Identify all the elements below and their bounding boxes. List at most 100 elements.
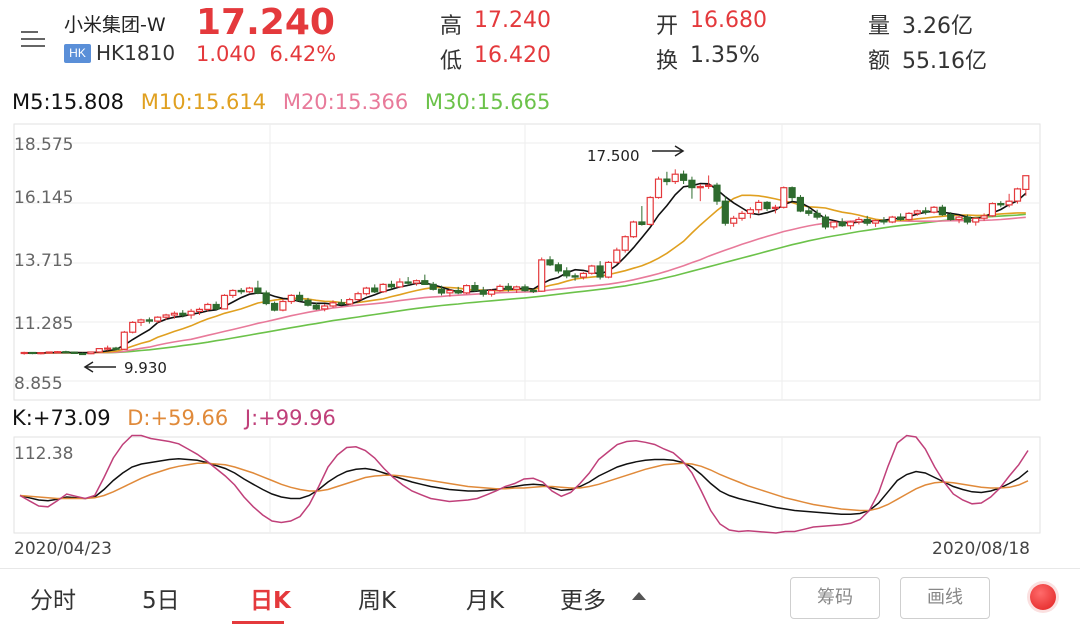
kdj-lines xyxy=(19,434,1029,534)
volume-label: 量 xyxy=(868,14,891,39)
tab-daily-k[interactable]: 日K xyxy=(250,588,291,614)
kdj-k-legend: K:+73.09 xyxy=(12,406,111,430)
draw-line-button[interactable]: 画线 xyxy=(900,577,990,619)
candle-up xyxy=(129,321,137,333)
candle-up xyxy=(913,210,921,214)
min-arrow-icon xyxy=(83,361,116,373)
candle-up xyxy=(170,312,178,316)
candle-up xyxy=(245,287,254,293)
tab-5day[interactable]: 5日 xyxy=(142,588,180,614)
candle-up xyxy=(195,308,204,312)
x-end-date: 2020/08/18 xyxy=(932,539,1030,559)
candle-down xyxy=(638,221,646,226)
candle-down xyxy=(471,285,479,292)
candle-up xyxy=(588,265,596,274)
menu-icon[interactable] xyxy=(18,26,48,52)
record-icon[interactable] xyxy=(1030,584,1056,610)
max-price-annotation: 17.500 xyxy=(587,147,640,165)
candle-up xyxy=(855,218,863,223)
candle-down xyxy=(596,265,604,278)
candle-up xyxy=(830,221,838,228)
candle-up xyxy=(1022,175,1030,190)
candle-down xyxy=(546,259,554,266)
candle-up xyxy=(771,206,780,210)
candle-down xyxy=(237,289,245,293)
candle-down xyxy=(179,312,187,316)
candle-up xyxy=(287,294,295,303)
kline-y-ticks: 18.575 16.145 13.715 11.285 8.855 xyxy=(14,135,73,394)
ma30-legend: M30:15.665 xyxy=(424,90,551,114)
x-start-date: 2020/04/23 xyxy=(14,539,112,559)
candle-down xyxy=(838,221,846,227)
candle-up xyxy=(329,302,337,307)
high-label: 高 xyxy=(440,14,463,39)
candle-up xyxy=(654,178,663,199)
candle-down xyxy=(62,351,70,354)
candle-down xyxy=(70,351,78,355)
candle-down xyxy=(28,351,37,355)
candle-up xyxy=(738,212,746,219)
candle-up xyxy=(488,289,496,295)
candle-up xyxy=(1013,188,1022,202)
tab-more[interactable]: 更多 xyxy=(560,588,606,614)
candle-up xyxy=(930,206,938,213)
caret-up-icon[interactable] xyxy=(632,592,646,600)
candle-down xyxy=(571,275,579,278)
chips-button[interactable]: 筹码 xyxy=(790,577,880,619)
candle-up xyxy=(512,286,521,290)
candle-up xyxy=(980,215,988,219)
candle-down xyxy=(679,173,688,181)
candle-up xyxy=(220,294,229,310)
candle-up xyxy=(162,314,170,318)
y-tick-label: 8.855 xyxy=(14,374,63,394)
change-amount: 1.040 xyxy=(196,42,257,66)
candle-up xyxy=(538,259,546,292)
candle-up xyxy=(496,285,504,292)
candle-down xyxy=(713,184,721,202)
candle-up xyxy=(229,289,237,297)
candle-down xyxy=(212,303,220,310)
candle-up xyxy=(888,216,896,223)
candle-down xyxy=(721,200,729,224)
kline-chart[interactable]: 18.575 16.145 13.715 11.285 8.855 112.38… xyxy=(0,120,1080,560)
tab-weekly-k[interactable]: 周K xyxy=(358,588,397,614)
candle-up xyxy=(53,351,62,354)
kdj-legend: K:+73.09 D:+59.66 J:+99.96 xyxy=(12,406,346,430)
amount-value: 55.16亿 xyxy=(902,49,987,74)
candle-down xyxy=(454,289,462,294)
tab-timeshare[interactable]: 分时 xyxy=(30,588,76,614)
candle-down xyxy=(688,179,696,189)
candle-down xyxy=(304,299,312,306)
candle-up xyxy=(154,316,162,322)
candle-down xyxy=(997,203,1005,206)
y-tick-label: 16.145 xyxy=(14,188,73,208)
candle-up xyxy=(103,347,112,350)
low-label: 低 xyxy=(440,49,463,74)
candle-down xyxy=(563,270,571,277)
candle-up xyxy=(321,305,329,310)
candle-up xyxy=(396,281,404,288)
kline-panel-frame xyxy=(13,123,1041,401)
high-value: 17.240 xyxy=(474,8,551,33)
low-value: 16.420 xyxy=(474,43,551,68)
y-tick-label: 11.285 xyxy=(14,314,73,334)
tab-monthly-k[interactable]: 月K xyxy=(466,588,505,614)
candle-up xyxy=(613,249,621,263)
candle-down xyxy=(813,212,821,218)
candle-up xyxy=(20,351,28,355)
candles xyxy=(20,169,1030,356)
candle-up xyxy=(95,348,103,353)
candle-up xyxy=(604,261,613,278)
candle-down xyxy=(254,287,262,294)
candle-up xyxy=(755,201,763,211)
amount-label: 额 xyxy=(868,49,891,74)
candle-down xyxy=(337,302,345,305)
candle-up xyxy=(45,351,53,354)
candle-up xyxy=(412,280,421,284)
ma10-legend: M10:15.614 xyxy=(140,90,267,114)
grid-lines xyxy=(14,124,1040,533)
ma30-line xyxy=(24,213,1026,354)
turnover-value: 1.35% xyxy=(690,43,760,68)
candle-up xyxy=(871,220,880,224)
stock-header: 小米集团-W HK HK1810 17.240 1.040 6.42% 高 17… xyxy=(0,0,1080,82)
